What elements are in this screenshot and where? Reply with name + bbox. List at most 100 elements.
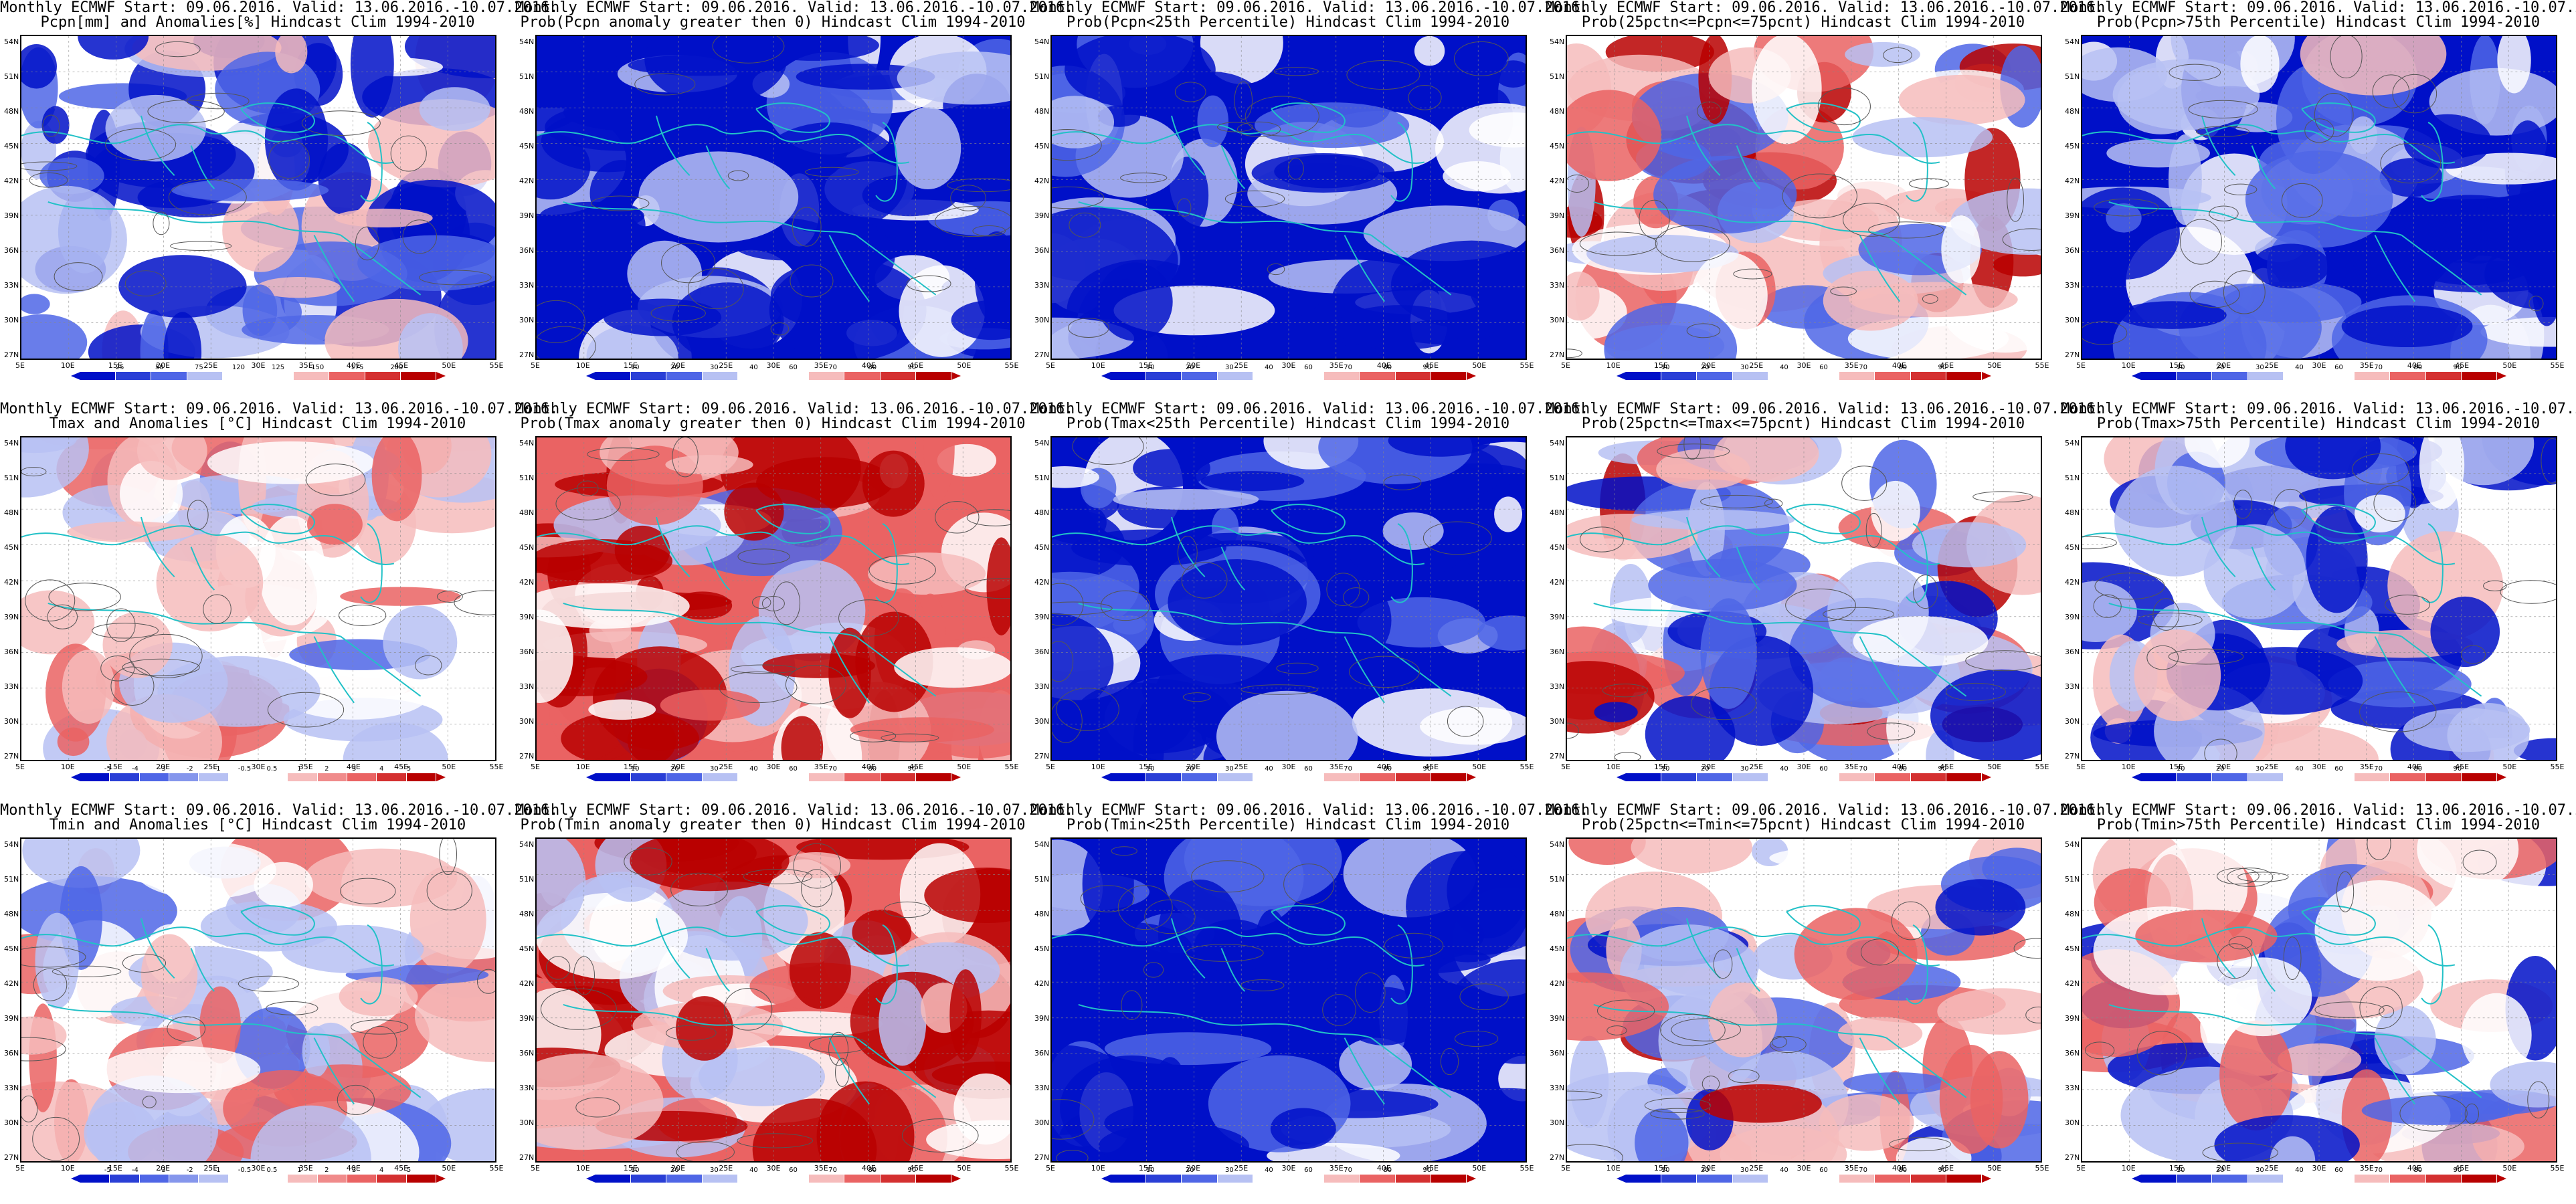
lon-tick-label: 40E [1376, 361, 1391, 370]
colorbar [71, 372, 446, 380]
coastline [1271, 504, 1346, 534]
colorbar-swatch [1875, 773, 1911, 781]
contour-line [545, 956, 571, 980]
colorbar-swatch [169, 1175, 199, 1183]
colorbar-label: 10 [2176, 765, 2185, 773]
lon-tick-label: 45E [2455, 763, 2470, 771]
lon-tick-label: 50E [2502, 1164, 2517, 1173]
field-blob [100, 1045, 261, 1094]
lat-tick-label: 51N [1550, 474, 1565, 482]
coastline [755, 102, 830, 133]
map-frame [1566, 837, 2042, 1163]
colorbar-swatch [1182, 773, 1218, 781]
coastline [360, 523, 383, 603]
colorbar-label: 40 [2295, 1167, 2304, 1174]
field-blob [1567, 90, 1661, 181]
contour-line [1771, 1035, 1787, 1048]
lon-tick-label: 50E [2502, 361, 2517, 370]
contour-line [1644, 1098, 1712, 1113]
colorbar-label: 30 [2255, 765, 2264, 773]
map-frame [1566, 436, 2042, 761]
contour-line [1830, 286, 1857, 296]
colorbar-swatch [228, 773, 258, 781]
coastline [2301, 905, 2376, 936]
lat-tick-label: 36N [519, 647, 535, 656]
contour-line [1322, 994, 1356, 1026]
lat-tick-label: 45N [4, 944, 19, 953]
colorbar-left-arrow [586, 773, 595, 781]
contour-line [1459, 983, 1509, 1011]
field-blob [627, 240, 703, 307]
lat-tick-label: 54N [2065, 840, 2080, 849]
field-blob [672, 282, 784, 359]
contour-line [591, 195, 650, 211]
contour-line [1236, 121, 1281, 137]
colorbar-swatch [737, 1175, 773, 1183]
lon-tick-label: 5E [1561, 1164, 1570, 1173]
map-panel-p-tmax-gt0: Monthly ECMWF Start: 09.06.2016. Valid: … [515, 401, 1073, 803]
lon-tick-label: 45E [394, 763, 409, 771]
contour-line [1185, 944, 1264, 962]
colorbar-swatch [1253, 372, 1289, 380]
colorbar-swatch [1146, 773, 1182, 781]
contour-line [415, 655, 442, 676]
colorbar-swatch [288, 773, 318, 781]
lat-tick-label: 39N [4, 613, 19, 621]
coastline [828, 234, 937, 302]
lat-tick-label: 42N [4, 177, 19, 185]
field-blob [357, 235, 495, 291]
coastline [240, 504, 315, 534]
colorbar-left-arrow [2132, 773, 2141, 781]
lat-tick-label: 33N [1550, 281, 1565, 290]
map-panel-p-tmin-gt75: Monthly ECMWF Start: 09.06.2016. Valid: … [2061, 803, 2576, 1204]
colorbar-swatch [329, 372, 365, 380]
lat-tick-label: 54N [1550, 37, 1565, 46]
lon-tick-label: 45E [394, 1164, 409, 1173]
contour-line [186, 92, 250, 110]
colorbar-swatch [80, 1175, 110, 1183]
lon-tick-label: 35E [1844, 361, 1859, 370]
colorbar-swatch [1395, 372, 1431, 380]
coastline [1271, 905, 1346, 936]
colorbar-label: 20 [1185, 765, 1194, 773]
lon-tick-label: 45E [909, 361, 924, 370]
colorbar-swatch [1288, 1175, 1325, 1183]
colorbar-label: 5 [406, 765, 411, 773]
lon-tick-label: 45E [1424, 763, 1439, 771]
field-blob [1570, 1035, 1609, 1128]
field-blob [2251, 243, 2330, 289]
colorbar-label: -1 [213, 765, 221, 773]
contour-line [2352, 454, 2410, 485]
map-field [1052, 437, 1526, 760]
lon-tick-label: 20E [2217, 763, 2231, 771]
map-field [1052, 36, 1526, 359]
lat-tick-label: 45N [1034, 944, 1050, 953]
contour-line [1052, 601, 1113, 615]
contour-line [540, 988, 617, 1030]
contour-line [21, 946, 86, 968]
contour-line [48, 583, 121, 611]
lat-tick-label: 42N [2065, 578, 2080, 587]
contour-line [838, 599, 899, 637]
contour-line [436, 590, 463, 603]
contour-line [153, 211, 170, 235]
map-frame [2081, 35, 2557, 360]
colorbar-swatch [1661, 773, 1697, 781]
contour-line [2233, 490, 2253, 519]
coastline [1344, 234, 1452, 302]
lat-tick-label: 51N [2065, 72, 2080, 81]
colorbar-swatch [666, 773, 703, 781]
colorbar-label: 70 [828, 1167, 838, 1174]
colorbar-swatch [631, 1175, 667, 1183]
colorbar-right-arrow [1466, 773, 1476, 781]
lon-tick-label: 10E [1091, 361, 1105, 370]
colorbar-swatch [1946, 372, 1982, 380]
panel-title-line2: Prob(Tmax anomaly greater then 0) Hindca… [520, 415, 1026, 432]
colorbar-right-arrow [951, 773, 961, 781]
lat-tick-label: 54N [4, 840, 19, 849]
field-blob [676, 996, 733, 1061]
colorbar-swatch [2390, 372, 2426, 380]
coastline [755, 504, 830, 534]
coastline [1906, 122, 1928, 202]
colorbar-swatch [1395, 1175, 1431, 1183]
